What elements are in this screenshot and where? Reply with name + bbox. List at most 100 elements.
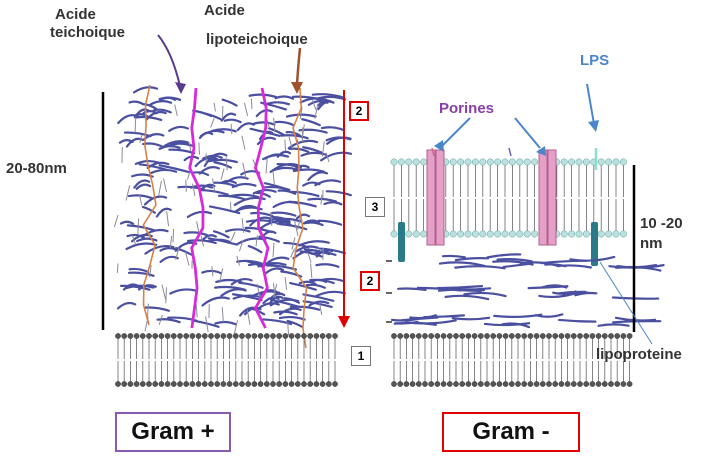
outer-membrane-phospholipid-head [612,158,620,166]
peptidoglycan-strand [127,271,155,277]
peptidoglycan-strand [317,219,343,226]
peptidoglycan-strand [119,220,135,225]
inner-membrane-phospholipid-head [440,381,447,387]
peptidoglycan-strand [302,219,320,225]
peptidoglycan-strand [285,130,301,137]
inner-membrane-phospholipid-head [403,333,410,339]
peptide-crosslink [272,283,278,298]
peptidoglycan-strand [493,313,543,319]
inner-membrane-phospholipid-head [409,333,416,339]
peptide-crosslink [241,135,246,150]
inner-membrane-phospholipid-head [564,381,571,387]
peptide-crosslink [221,307,224,322]
peptidoglycan-strand [168,125,189,132]
gram-positive-phospholipid-head [294,381,301,387]
peptide-crosslink [272,170,275,186]
peptidoglycan-strand [303,248,331,256]
outer-membrane-phospholipid-head [523,230,531,238]
inner-membrane-phospholipid-head [446,381,453,387]
badge-gram-neg-layer-2: 2 [360,271,380,291]
inner-membrane-phospholipid-head [515,381,521,387]
peptidoglycan-strand [317,100,335,111]
peptidoglycan-strand [286,319,304,329]
gram-positive-phospholipid-head [146,333,152,339]
peptidoglycan-strand [291,95,323,102]
outer-membrane-phospholipid-head [405,230,413,238]
gram-positive-phospholipid-head [158,333,165,339]
gram-positive-phospholipid-head [270,381,276,387]
peptide-crosslink [158,180,162,196]
peptidoglycan-strand [258,130,274,141]
peptidoglycan-strand [614,265,662,272]
peptide-crosslink [310,263,313,279]
inner-membrane-phospholipid-head [595,333,602,339]
gram-positive-phospholipid-head [263,333,270,339]
outer-membrane-phospholipid-head [560,230,568,238]
peptide-crosslink [137,218,140,234]
gram-positive-phospholipid-head [139,333,146,339]
gram-positive-phospholipid-head [152,333,159,339]
gram-positive-phospholipid-head [288,333,295,339]
peptidoglycan-strand [250,211,274,218]
peptidoglycan-strand [315,263,340,268]
porin [435,149,445,246]
inner-membrane-phospholipid-head [589,333,596,339]
outer-membrane-phospholipid-head [575,158,583,166]
gram-positive-phospholipid-head [152,381,159,387]
inner-membrane-phospholipid-head [391,381,397,387]
gram-positive-phospholipid-head [232,381,239,387]
gram-positive-phospholipid-head [232,333,239,339]
peptidoglycan-strand [116,301,137,310]
peptidoglycan-strand [126,224,156,232]
peptidoglycan-strand [308,300,330,307]
peptidoglycan-strand [231,182,257,189]
peptide-crosslink [220,168,225,180]
inner-membrane-phospholipid-head [601,333,608,339]
inner-membrane-phospholipid-head [552,333,559,339]
peptidoglycan-strand [233,196,266,207]
peptidoglycan-strand [502,262,529,269]
peptidoglycan-strand [325,136,352,142]
peptidoglycan-strand [289,281,317,291]
outer-membrane-phospholipid-head [516,230,524,238]
gram-negative-inner-membrane [391,333,633,387]
peptidoglycan-strand [135,115,163,122]
peptidoglycan-strand [454,257,490,262]
gram-positive-phospholipid-head [307,381,314,387]
inner-membrane-phospholipid-head [415,333,422,339]
outer-membrane-phospholipid-head [464,230,472,238]
inner-membrane-phospholipid-head [490,333,497,339]
inner-membrane-phospholipid-head [626,333,633,339]
gram-positive-phospholipid-head [133,381,140,387]
inner-membrane-phospholipid-head [453,381,459,387]
peptidoglycan-strand [159,255,179,263]
arrow-head-teichoique [175,82,186,94]
peptidoglycan-strand [423,314,466,319]
peptidoglycan-strand [219,179,237,185]
outer-membrane-phospholipid-head [390,158,398,166]
gram-positive-phospholipid-head [251,381,258,387]
peptide-crosslink [175,247,180,260]
peptidoglycan-strand [149,100,173,106]
peptidoglycan-strand [212,230,230,239]
peptidoglycan-strand [214,285,246,291]
peptidoglycan-strand [249,216,272,227]
gram-positive-teichoic-fibers [142,84,308,349]
porin [426,149,436,246]
gram-positive-phospholipid-head [257,381,264,387]
inner-membrane-phospholipid-head [608,333,614,339]
label-acide-teichoique-line1: Acide [55,6,96,23]
gram-positive-phospholipid-head [164,333,171,339]
peptidoglycan-strand [271,211,297,217]
peptidoglycan-strand [252,121,276,126]
peptide-crosslink [212,178,216,192]
peptidoglycan-strand [274,95,295,100]
peptidoglycan-strand [123,131,152,138]
inner-membrane-phospholipid-head [539,333,546,339]
peptidoglycan-strand [125,242,158,251]
inner-membrane-phospholipid-head [490,381,497,387]
peptidoglycan-strand [320,126,345,131]
peptide-crosslink [233,320,239,336]
peptidoglycan-strand [302,146,324,154]
inner-membrane-phospholipid-head [471,381,478,387]
